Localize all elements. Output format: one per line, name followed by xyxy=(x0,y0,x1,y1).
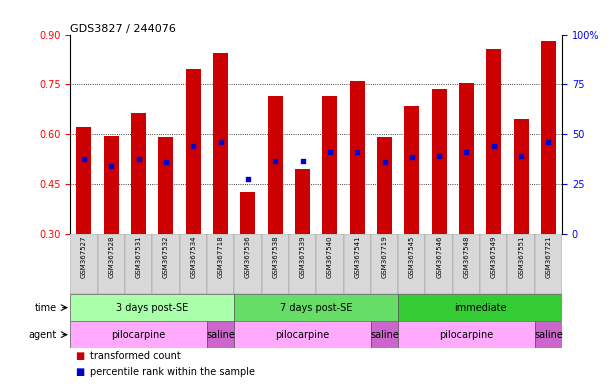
Text: time: time xyxy=(34,303,57,313)
Text: GDS3827 / 244076: GDS3827 / 244076 xyxy=(70,24,176,34)
Bar xyxy=(213,53,228,234)
Bar xyxy=(398,234,425,294)
Point xyxy=(489,143,499,149)
Point xyxy=(325,149,335,156)
Text: GSM367551: GSM367551 xyxy=(518,235,524,278)
Bar xyxy=(234,234,262,294)
Bar xyxy=(70,321,207,348)
Point xyxy=(243,176,253,182)
Bar xyxy=(541,41,556,234)
Bar xyxy=(508,234,535,294)
Bar xyxy=(240,192,255,234)
Point xyxy=(353,149,362,156)
Point xyxy=(461,149,471,156)
Text: saline: saline xyxy=(206,329,235,340)
Point xyxy=(298,157,307,164)
Bar xyxy=(268,96,283,234)
Bar xyxy=(371,234,398,294)
Bar xyxy=(459,83,474,234)
Bar xyxy=(180,234,207,294)
Bar xyxy=(104,136,119,234)
Text: GSM367532: GSM367532 xyxy=(163,235,169,278)
Bar xyxy=(131,113,146,234)
Bar xyxy=(70,294,234,321)
Bar xyxy=(186,70,201,234)
Text: GSM367545: GSM367545 xyxy=(409,235,415,278)
Text: GSM367540: GSM367540 xyxy=(327,235,333,278)
Bar xyxy=(371,321,398,348)
Bar xyxy=(398,294,562,321)
Text: ■: ■ xyxy=(75,351,84,361)
Bar xyxy=(207,321,234,348)
Bar xyxy=(343,234,371,294)
Text: transformed count: transformed count xyxy=(90,351,181,361)
Text: immediate: immediate xyxy=(454,303,507,313)
Point xyxy=(434,152,444,159)
Bar xyxy=(425,234,453,294)
Point xyxy=(516,152,526,159)
Text: GSM367539: GSM367539 xyxy=(299,235,306,278)
Text: GSM367548: GSM367548 xyxy=(464,235,469,278)
Bar xyxy=(152,234,180,294)
Text: GSM367541: GSM367541 xyxy=(354,235,360,278)
Bar xyxy=(535,234,562,294)
Bar xyxy=(453,234,480,294)
Bar xyxy=(514,119,529,234)
Bar xyxy=(262,234,289,294)
Text: GSM367538: GSM367538 xyxy=(273,235,278,278)
Text: GSM367527: GSM367527 xyxy=(81,235,87,278)
Bar xyxy=(316,234,343,294)
Text: GSM367721: GSM367721 xyxy=(546,235,552,278)
Text: 3 days post-SE: 3 days post-SE xyxy=(116,303,188,313)
Text: 7 days post-SE: 7 days post-SE xyxy=(280,303,353,313)
Bar xyxy=(234,294,398,321)
Bar xyxy=(377,137,392,234)
Bar xyxy=(480,234,508,294)
Bar xyxy=(289,234,316,294)
Point xyxy=(134,156,144,162)
Bar xyxy=(349,81,365,234)
Bar xyxy=(234,321,371,348)
Bar xyxy=(431,89,447,234)
Text: percentile rank within the sample: percentile rank within the sample xyxy=(90,367,255,377)
Bar xyxy=(207,234,234,294)
Point xyxy=(544,139,554,146)
Text: GSM367528: GSM367528 xyxy=(108,235,114,278)
Bar xyxy=(125,234,152,294)
Text: saline: saline xyxy=(534,329,563,340)
Bar xyxy=(98,234,125,294)
Text: saline: saline xyxy=(370,329,399,340)
Bar xyxy=(158,137,174,234)
Text: ■: ■ xyxy=(75,367,84,377)
Text: pilocarpine: pilocarpine xyxy=(439,329,494,340)
Text: GSM367534: GSM367534 xyxy=(190,235,196,278)
Text: pilocarpine: pilocarpine xyxy=(111,329,166,340)
Text: GSM367719: GSM367719 xyxy=(381,235,387,278)
Text: GSM367531: GSM367531 xyxy=(136,235,142,278)
Point xyxy=(188,143,198,149)
Text: GSM367718: GSM367718 xyxy=(218,235,224,278)
Text: agent: agent xyxy=(28,329,57,340)
Point xyxy=(407,154,417,161)
Point xyxy=(106,162,116,169)
Text: GSM367549: GSM367549 xyxy=(491,235,497,278)
Point xyxy=(216,139,225,146)
Bar xyxy=(404,106,419,234)
Point xyxy=(161,159,171,166)
Bar xyxy=(295,169,310,234)
Text: pilocarpine: pilocarpine xyxy=(276,329,330,340)
Point xyxy=(270,157,280,164)
Bar xyxy=(398,321,535,348)
Bar xyxy=(70,234,98,294)
Text: GSM367536: GSM367536 xyxy=(245,235,251,278)
Point xyxy=(79,156,89,162)
Bar xyxy=(486,50,501,234)
Bar xyxy=(323,96,337,234)
Bar xyxy=(76,127,92,234)
Point xyxy=(379,159,389,166)
Text: GSM367546: GSM367546 xyxy=(436,235,442,278)
Bar xyxy=(535,321,562,348)
